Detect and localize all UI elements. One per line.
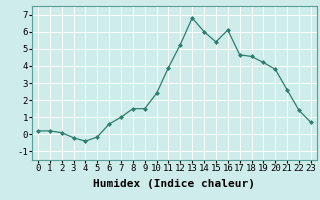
X-axis label: Humidex (Indice chaleur): Humidex (Indice chaleur) [93, 179, 255, 189]
